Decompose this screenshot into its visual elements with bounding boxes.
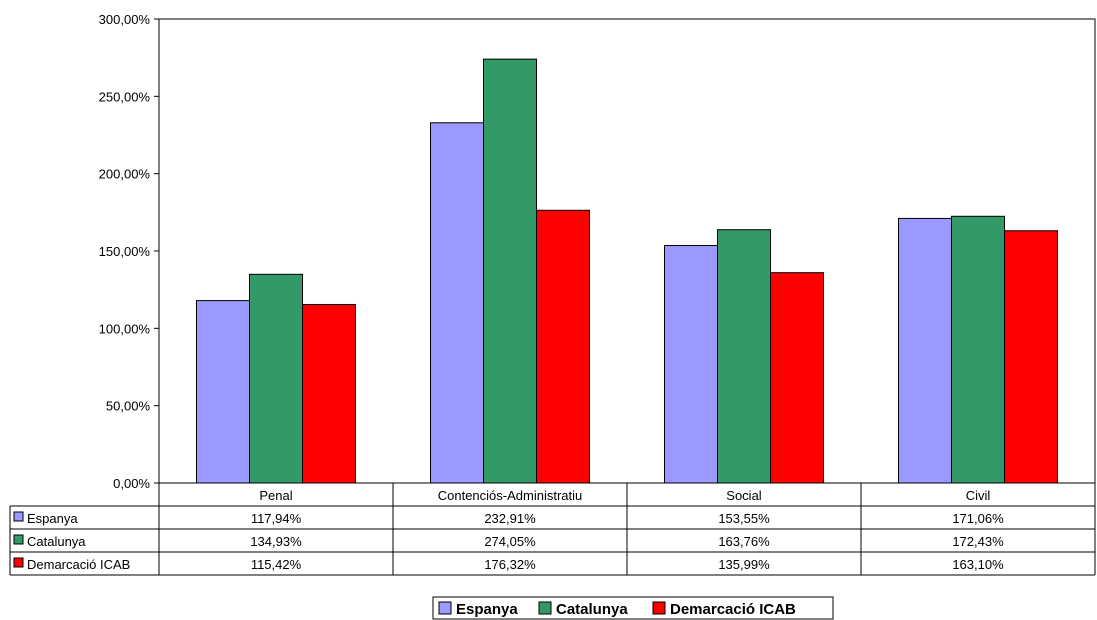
- legend-label: Demarcació ICAB: [670, 601, 796, 618]
- y-tick-label: 200,00%: [99, 167, 151, 182]
- x-category-label: Civil: [966, 488, 991, 503]
- x-category-label: Contenciós-Administratiu: [438, 488, 583, 503]
- legend-swatch: [438, 601, 452, 615]
- bar: [302, 303, 356, 484]
- y-tick-label: 50,00%: [106, 399, 151, 414]
- table-value: 115,42%: [251, 557, 302, 572]
- table-legend-key: [13, 511, 24, 522]
- bar: [664, 245, 718, 484]
- table-legend-key: [13, 557, 24, 568]
- y-tick-label: 100,00%: [99, 321, 151, 336]
- table-legend-key: [13, 534, 24, 545]
- bar: [898, 217, 952, 484]
- bar: [717, 229, 771, 484]
- x-category-label: Penal: [259, 488, 292, 503]
- table-value: 274,05%: [484, 534, 536, 549]
- y-tick-label: 0,00%: [113, 476, 150, 491]
- x-category-label: Social: [726, 488, 762, 503]
- table-value: 163,10%: [952, 557, 1004, 572]
- y-tick-label: 250,00%: [99, 89, 151, 104]
- bar: [1004, 230, 1058, 484]
- bar: [430, 122, 484, 484]
- table-value: 117,94%: [251, 511, 302, 526]
- legend-box: [432, 596, 834, 620]
- table-series-label: Demarcació ICAB: [27, 557, 130, 572]
- legend-swatch: [538, 601, 552, 615]
- bar: [249, 273, 303, 484]
- bar: [951, 215, 1005, 484]
- y-tick-label: 300,00%: [99, 12, 151, 27]
- table-value: 172,43%: [952, 534, 1004, 549]
- bar: [770, 272, 824, 484]
- table-value: 135,99%: [718, 557, 770, 572]
- legend-label: Espanya: [456, 601, 518, 618]
- table-value: 163,76%: [718, 534, 770, 549]
- table-value: 134,93%: [250, 534, 302, 549]
- table-value: 232,91%: [484, 511, 536, 526]
- legend-swatch: [652, 601, 666, 615]
- bar: [536, 209, 590, 484]
- bar: [483, 58, 537, 484]
- y-tick-label: 150,00%: [99, 244, 151, 259]
- bar: [196, 300, 250, 484]
- table-value: 171,06%: [952, 511, 1004, 526]
- legend-label: Catalunya: [556, 601, 628, 618]
- table-value: 176,32%: [484, 557, 536, 572]
- table-value: 153,55%: [718, 511, 770, 526]
- table-series-label: Catalunya: [27, 534, 86, 549]
- table-series-label: Espanya: [27, 511, 78, 526]
